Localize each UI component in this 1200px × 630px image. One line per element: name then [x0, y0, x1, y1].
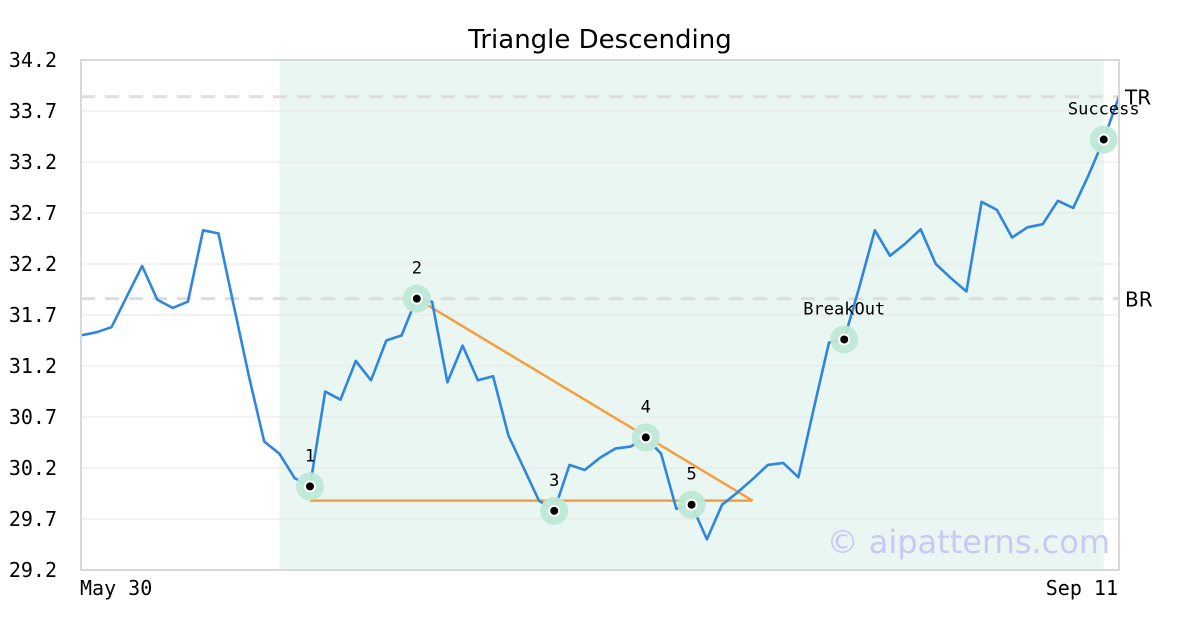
point-marker-2[interactable]: [410, 292, 423, 305]
x-tick-start: May 30: [80, 576, 152, 600]
y-tick-label: 32.7: [9, 201, 57, 225]
y-tick-label: 34.2: [9, 48, 57, 72]
level-label-br: BR: [1125, 288, 1153, 312]
y-tick-label: 30.7: [9, 405, 57, 429]
y-tick-label: 33.7: [9, 99, 57, 123]
watermark: © aipatterns.com: [827, 523, 1110, 561]
point-marker-1[interactable]: [303, 480, 316, 493]
point-marker-success[interactable]: [1097, 133, 1110, 146]
point-label-5: 5: [686, 465, 696, 485]
point-marker-3[interactable]: [548, 504, 561, 517]
point-marker-4[interactable]: [639, 431, 652, 444]
price-line: [80, 96, 1121, 541]
point-marker-5[interactable]: [685, 498, 698, 511]
point-label-1: 1: [305, 446, 315, 466]
x-tick-end: Sep 11: [1046, 576, 1118, 600]
y-tick-label: 29.7: [9, 507, 57, 531]
plot-frame: [80, 59, 1120, 571]
y-tick-label: 31.2: [9, 354, 57, 378]
point-label-4: 4: [641, 397, 651, 417]
y-tick-label: 31.7: [9, 303, 57, 327]
point-label-2: 2: [412, 259, 422, 279]
chart-title: Triangle Descending: [467, 25, 731, 55]
y-tick-label: 32.2: [9, 252, 57, 276]
point-marker-breakout[interactable]: [838, 333, 851, 346]
y-tick-label: 29.2: [9, 558, 57, 582]
level-label-tr: TR: [1124, 86, 1151, 110]
y-tick-label: 33.2: [9, 150, 57, 174]
y-tick-label: 30.2: [9, 456, 57, 480]
point-label-3: 3: [549, 471, 559, 491]
point-label-breakout: BreakOut: [803, 299, 885, 319]
point-label-success: Success: [1068, 100, 1140, 120]
triangle-upper-line: [416, 297, 754, 502]
